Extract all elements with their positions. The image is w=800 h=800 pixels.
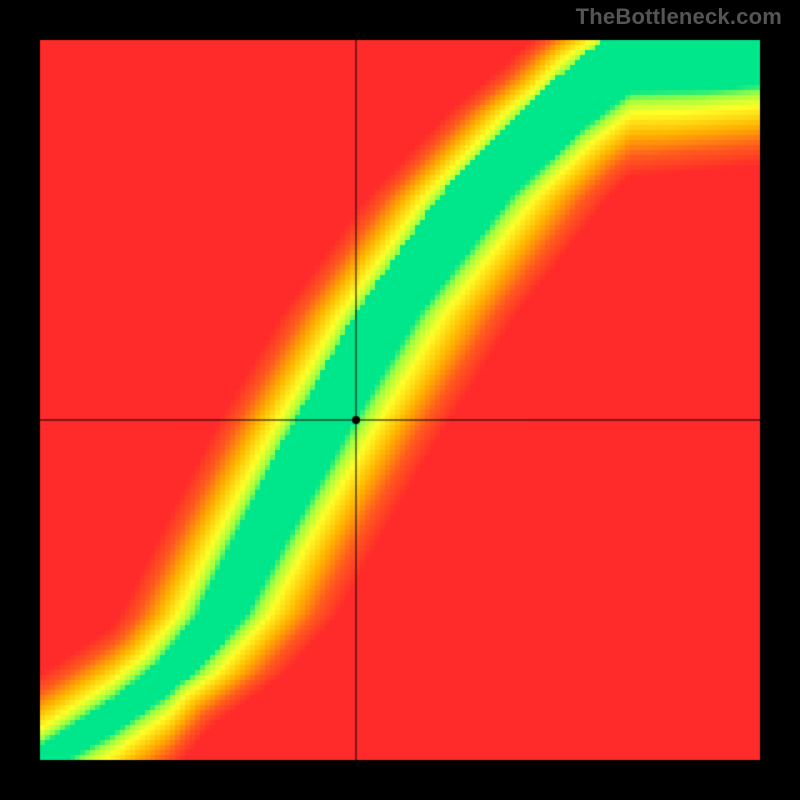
bottleneck-heatmap (0, 0, 800, 800)
chart-container: { "type": "heatmap", "watermark": { "tex… (0, 0, 800, 800)
watermark-text: TheBottleneck.com (576, 4, 782, 30)
